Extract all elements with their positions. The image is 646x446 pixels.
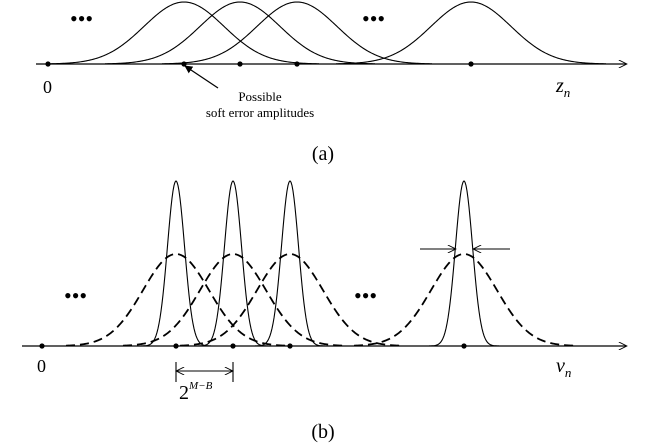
bell-curve-a [161, 1, 433, 65]
amplitude-point [468, 61, 474, 67]
quantized-point [461, 343, 467, 349]
amplitude-point [294, 61, 300, 67]
amplitude-point [181, 61, 187, 67]
ellipsis-left-b: ••• [64, 283, 87, 308]
ellipsis-right-b: ••• [354, 283, 377, 308]
quantized-point [173, 343, 179, 349]
panel-b-points [39, 343, 467, 349]
origin-label-a: 0 [43, 77, 52, 97]
amplitude-point [45, 61, 51, 67]
amplitude-point [237, 61, 243, 67]
panel-b-narrow-curves [140, 180, 500, 347]
narrow-pulse-b [428, 180, 500, 347]
narrow-pulse-b [140, 180, 212, 347]
bell-curve-a [335, 1, 607, 65]
spacing-label: 2M−B [179, 380, 213, 404]
panel-a-curves [48, 1, 607, 65]
dashed-curve-b [122, 253, 344, 347]
panel-a: ••• ••• 0 zn Possible soft error amplitu… [36, 1, 626, 165]
quantized-point [287, 343, 293, 349]
narrow-pulse-b [197, 180, 269, 347]
narrow-pulse-b [254, 180, 326, 347]
caption-b: (b) [311, 421, 334, 443]
bell-curve-a [104, 1, 376, 65]
dashed-curve-b [179, 253, 401, 347]
annotation-arrow [184, 65, 219, 89]
bell-curve-a [48, 1, 320, 65]
ellipsis-left-a: ••• [70, 6, 93, 31]
caption-a: (a) [312, 143, 334, 165]
panel-b: ••• ••• 2M−B 0 vn (b) [22, 180, 626, 443]
origin-label-b: 0 [37, 356, 46, 376]
axis-label-v: vn [556, 355, 571, 380]
annotation-soft-error-amplitudes: soft error amplitudes [206, 105, 314, 120]
panel-b-wide-curves [65, 253, 575, 347]
dashed-curve-b [353, 253, 575, 347]
quantized-point [230, 343, 236, 349]
axis-label-z: zn [555, 75, 570, 100]
dashed-curve-b [65, 253, 287, 347]
ellipsis-right-a: ••• [362, 6, 385, 31]
panel-a-points [45, 61, 474, 67]
annotation-possible: Possible [238, 89, 282, 104]
quantized-point [39, 343, 45, 349]
